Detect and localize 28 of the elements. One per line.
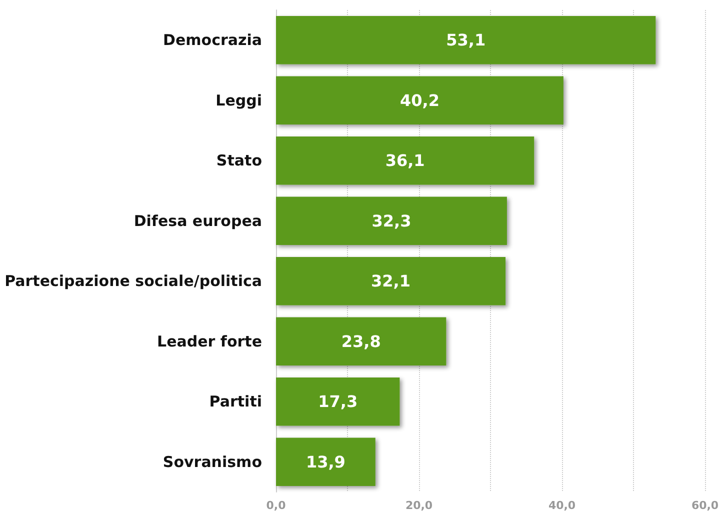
y-tick-label: Leader forte xyxy=(157,332,262,350)
y-tick-label: Partecipazione sociale/politica xyxy=(4,272,262,290)
data-label: 32,3 xyxy=(372,211,412,230)
x-tick-label: 60,0 xyxy=(691,499,719,512)
data-label: 40,2 xyxy=(400,90,440,110)
y-tick-label: Leggi xyxy=(216,91,262,110)
x-tick-label: 40,0 xyxy=(548,499,576,512)
bar xyxy=(276,16,656,64)
y-tick-label: Stato xyxy=(216,152,262,170)
y-tick-label: Partiti xyxy=(209,392,262,411)
bar xyxy=(276,438,376,486)
bar xyxy=(276,317,446,366)
bar xyxy=(276,257,506,306)
data-label: 17,3 xyxy=(318,392,358,412)
bar xyxy=(276,196,507,245)
data-label: 36,1 xyxy=(385,151,425,170)
bar xyxy=(276,76,564,124)
x-tick-label: 0,0 xyxy=(266,499,286,512)
bar xyxy=(276,378,400,426)
y-tick-label: Difesa europea xyxy=(134,212,262,230)
data-label: 13,9 xyxy=(306,452,346,472)
data-label: 23,8 xyxy=(341,332,381,351)
data-label: 53,1 xyxy=(446,30,486,50)
y-tick-label: Sovranismo xyxy=(162,452,262,471)
x-tick-label: 20,0 xyxy=(405,499,433,512)
y-tick-label: Democrazia xyxy=(163,31,262,50)
data-label: 32,1 xyxy=(371,272,410,291)
bar xyxy=(276,136,534,185)
